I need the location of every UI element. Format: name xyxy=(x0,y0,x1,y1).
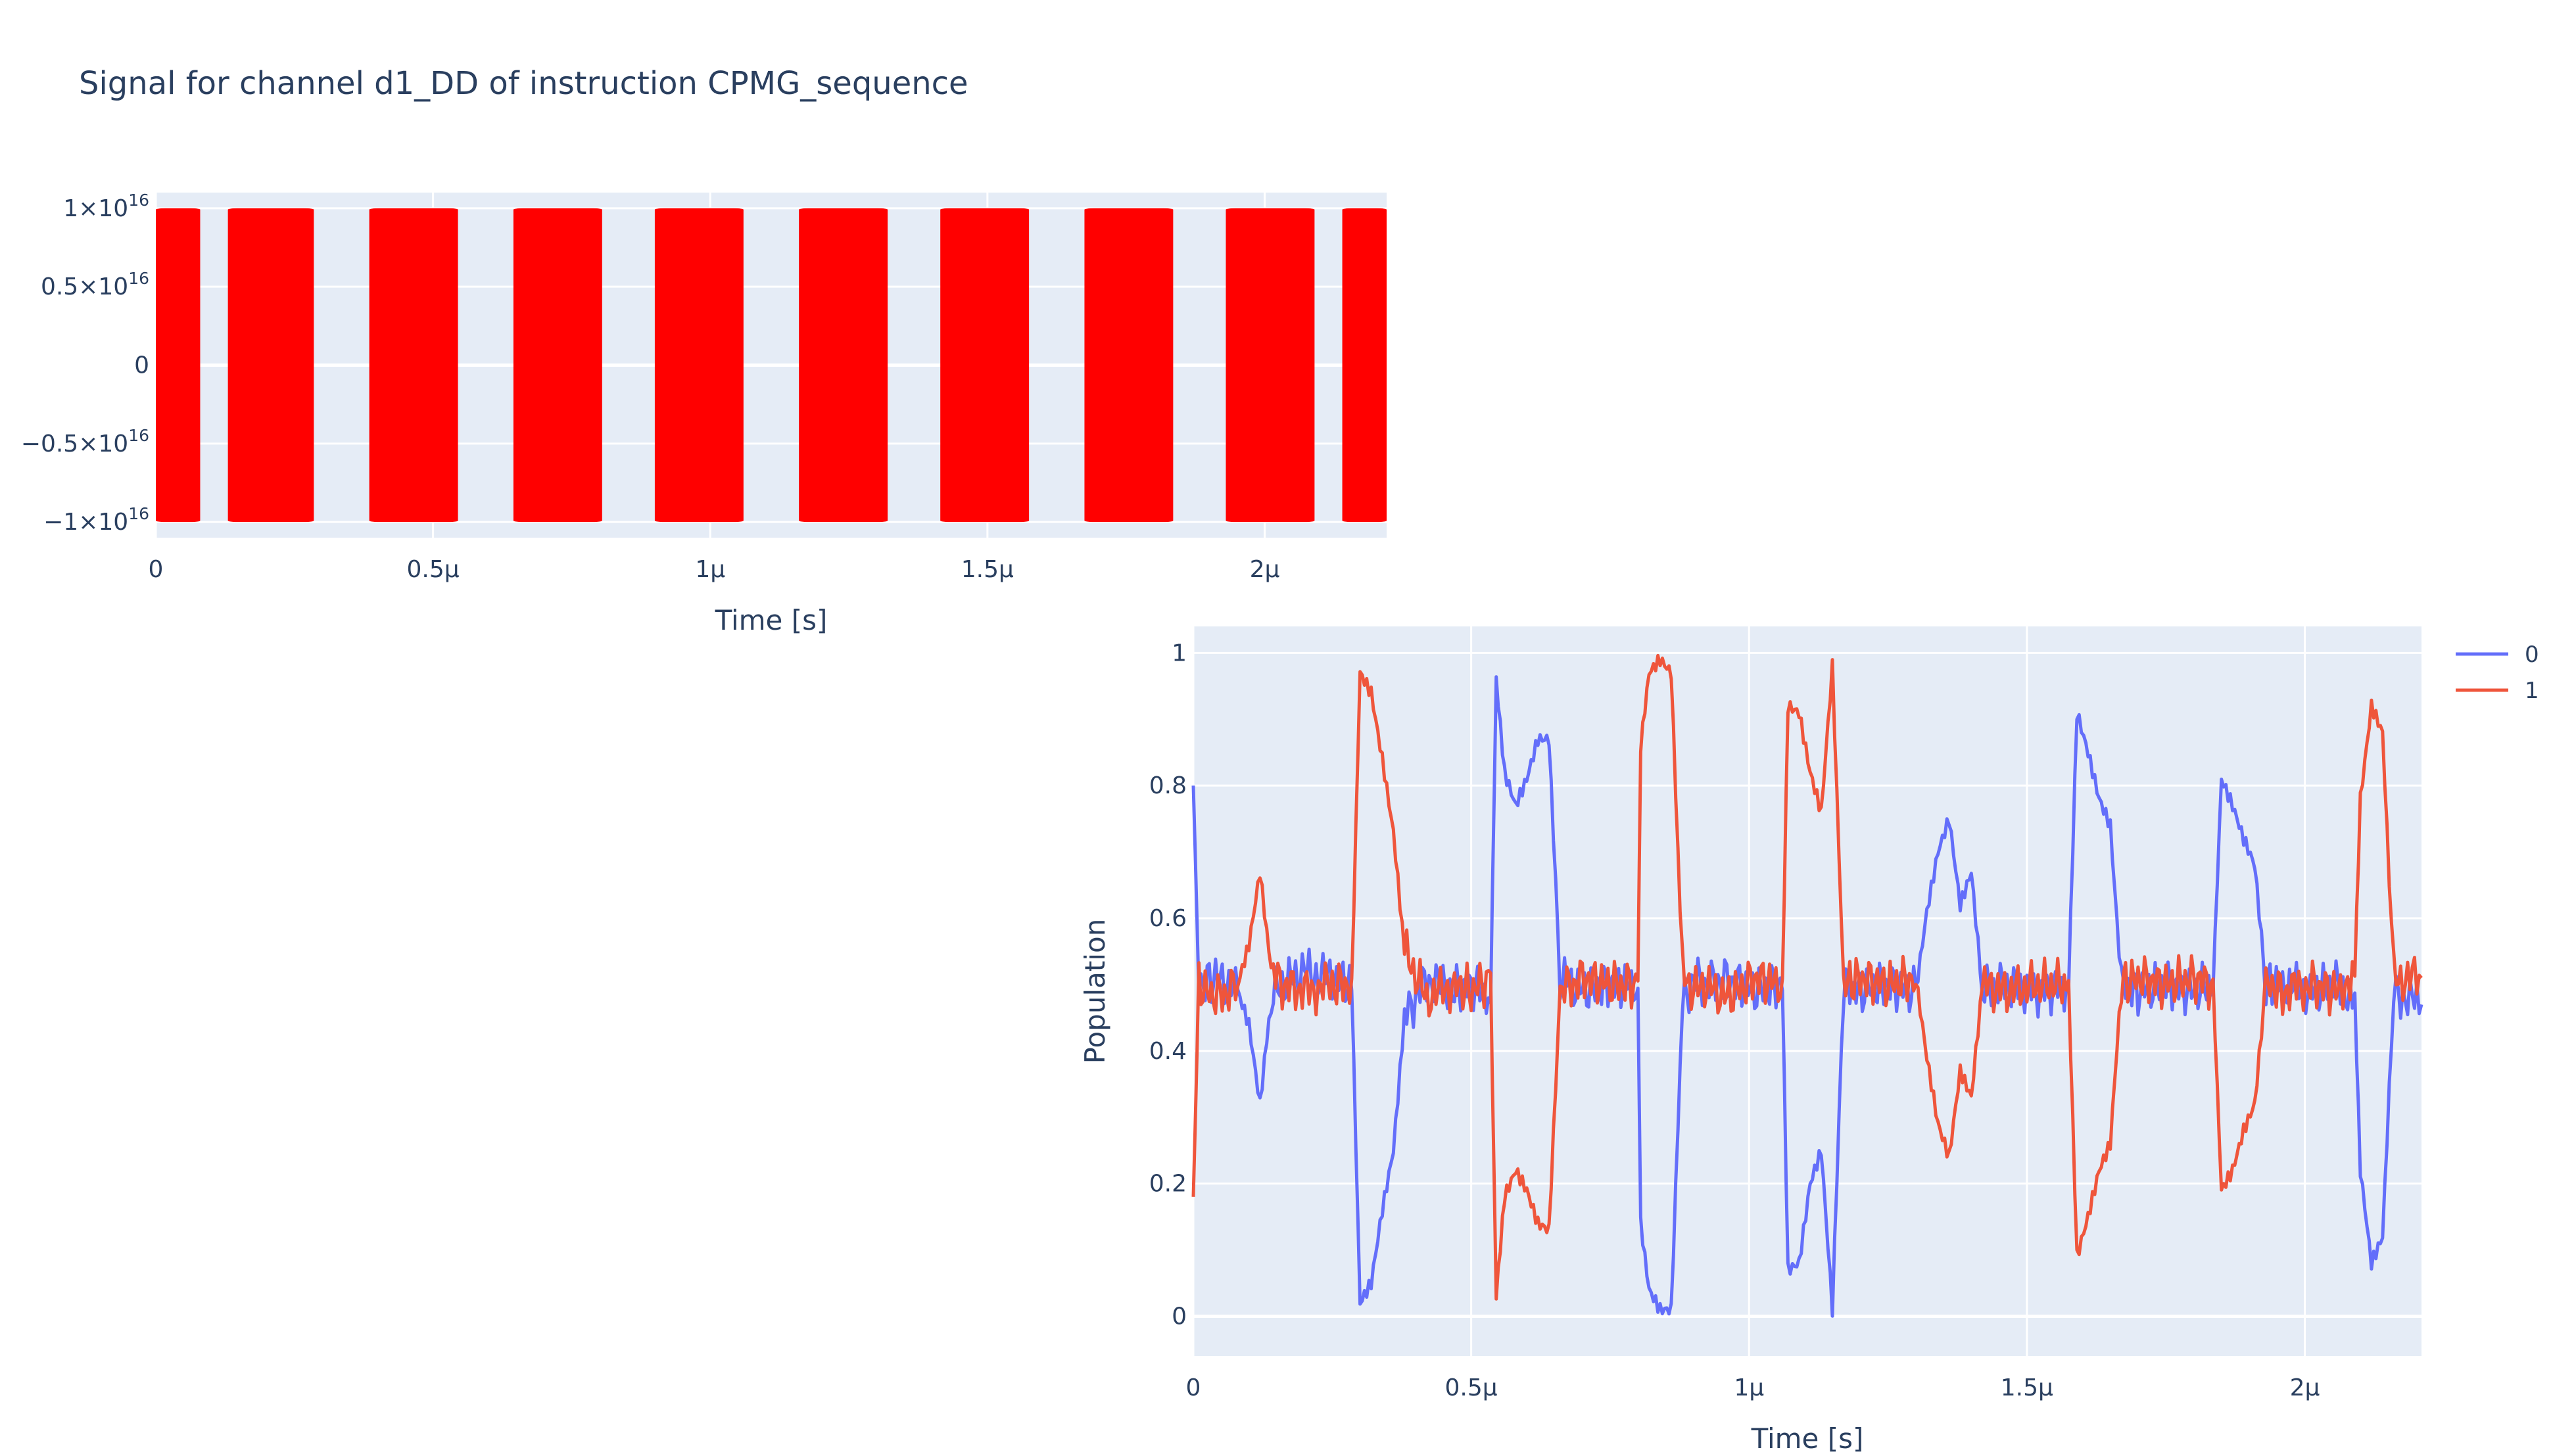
y-tick-label: 0.4 xyxy=(1149,1038,1187,1065)
signal-pulse xyxy=(227,208,314,523)
signal-series xyxy=(156,208,1387,523)
legend-item[interactable]: 1 xyxy=(2456,678,2539,704)
signal-pulse xyxy=(1342,208,1387,523)
population-plot: 0 0.5μ 1μ 1.5μ 2μ 0 0.2 0.4 0.6 0.8 1 Time [s] Popul… xyxy=(1079,626,2423,1452)
x-tick-label: 1.5μ xyxy=(2001,1374,2053,1401)
signal-pulse xyxy=(369,208,458,523)
figure-title: Signal for channel d1_DD of instruction … xyxy=(79,65,968,102)
signal-pulse xyxy=(799,208,888,523)
legend-label: 1 xyxy=(2525,678,2539,704)
signal-pulse xyxy=(940,208,1030,523)
x-tick-label: 2μ xyxy=(2290,1374,2320,1401)
x-tick-label: 1μ xyxy=(695,556,725,583)
y-tick-label: 0.6 xyxy=(1149,905,1187,932)
x-axis-label: Time [s] xyxy=(715,604,828,636)
y-tick-label: 0.5×1016 xyxy=(41,269,149,300)
signal-plot: 0 0.5μ 1μ 1.5μ 2μ 1×1016 0.5×1016 0 −0.5×1016 −1×… xyxy=(21,191,1387,636)
x-tick-label: 1.5μ xyxy=(961,556,1014,583)
x-tick-label: 0 xyxy=(1186,1374,1201,1401)
x-tick-label: 2μ xyxy=(1250,556,1280,583)
y-tick-label: 0 xyxy=(1172,1303,1187,1330)
x-tick-label: 0.5μ xyxy=(1445,1374,1498,1401)
series-line-0 xyxy=(1191,675,2423,1318)
legend-item[interactable]: 0 xyxy=(2456,642,2539,668)
y-tick-label: −1×1016 xyxy=(43,504,149,536)
signal-pulse xyxy=(156,208,201,523)
y-tick-label: 0 xyxy=(134,352,149,379)
y-tick-label: 0.2 xyxy=(1149,1171,1187,1198)
signal-pulse xyxy=(654,208,744,523)
y-axis-label: Population xyxy=(1079,919,1111,1064)
population-legend: 01 xyxy=(2456,642,2539,704)
y-tick-label: 0.8 xyxy=(1149,772,1187,799)
y-tick-label: 1×1016 xyxy=(63,191,149,222)
signal-pulse xyxy=(513,208,602,523)
x-tick-label: 1μ xyxy=(1734,1374,1764,1401)
signal-pulse xyxy=(1084,208,1174,523)
series-line-1 xyxy=(1191,653,2423,1301)
signal-pulse xyxy=(1226,208,1315,523)
legend-label: 0 xyxy=(2525,642,2539,668)
y-tick-label: −0.5×1016 xyxy=(21,426,149,457)
x-tick-label: 0.5μ xyxy=(407,556,460,583)
y-tick-label: 1 xyxy=(1172,640,1187,667)
x-tick-label: 0 xyxy=(149,556,164,583)
x-axis-label: Time [s] xyxy=(1751,1422,1864,1452)
